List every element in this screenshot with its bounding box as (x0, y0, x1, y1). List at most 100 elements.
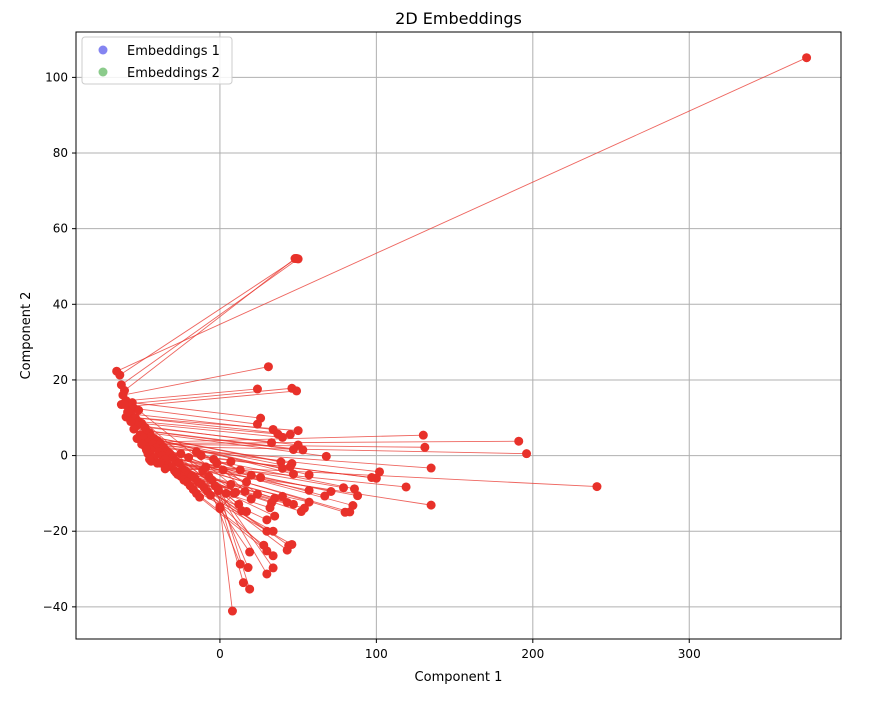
embeddings-1-point (141, 445, 151, 455)
embeddings-2-point (340, 507, 350, 517)
connection-line (207, 491, 268, 552)
connection-line (211, 479, 268, 575)
connection-line (121, 387, 292, 405)
connection-line (141, 422, 283, 438)
embeddings-2-point (263, 362, 273, 372)
embeddings-2-point (320, 491, 330, 501)
embeddings-2-point (288, 469, 298, 479)
legend: Embeddings 1 Embeddings 2 (81, 36, 233, 85)
embeddings-2-point (226, 479, 236, 489)
legend-marker-embeddings-2 (98, 67, 108, 77)
embeddings-1-point (126, 417, 136, 427)
embeddings-2-point (235, 465, 245, 475)
embeddings-1-point (191, 447, 201, 457)
embeddings-1-point (134, 405, 144, 415)
embeddings-2-point (246, 494, 256, 504)
embeddings-2-point (262, 546, 272, 556)
x-axis-label: Component 1 (415, 670, 503, 685)
connection-line (126, 388, 258, 402)
embeddings-2-point (420, 442, 430, 452)
embeddings-1-point (160, 464, 170, 474)
embeddings-2-point (418, 430, 428, 440)
connection-line (160, 440, 519, 444)
embeddings-2-point (268, 526, 278, 536)
embeddings-2-point (265, 503, 275, 513)
connection-line (144, 445, 527, 455)
plot-frame (75, 31, 842, 640)
legend-label-embeddings-2: Embeddings 2 (127, 66, 220, 81)
embeddings-1-point (171, 468, 181, 478)
legend-marker-embeddings-1 (98, 45, 108, 55)
embeddings-2-point (213, 486, 223, 496)
embeddings-1-point (209, 454, 219, 464)
embeddings-2-point (226, 457, 236, 467)
embeddings-2-point (293, 426, 303, 436)
y-axis-label: Component 2 (19, 292, 34, 380)
embeddings-2-point (278, 491, 288, 501)
connection-line (219, 506, 233, 612)
connection-line (124, 258, 296, 391)
embeddings-2-point (802, 53, 812, 63)
y-tick-label: 100 (45, 70, 68, 84)
embeddings-2-point (242, 507, 252, 517)
embeddings-1-point (129, 424, 139, 434)
legend-box (81, 36, 233, 85)
embeddings-2-point (267, 438, 277, 448)
embeddings-2-point (288, 499, 298, 509)
x-tick-label: 100 (365, 647, 388, 661)
connection-line (152, 443, 425, 448)
embeddings-2-point (262, 569, 272, 579)
connection-line (121, 258, 299, 386)
embeddings-2-point (298, 445, 308, 455)
embeddings-2-point (235, 559, 245, 569)
embeddings-2-point (288, 445, 298, 455)
y-tick-label: 40 (53, 297, 68, 311)
connection-line (133, 407, 258, 425)
connection-line (204, 487, 288, 551)
embeddings-2-point (221, 488, 231, 498)
embeddings-2-point (282, 545, 292, 555)
x-tick-label: 300 (678, 647, 701, 661)
connection-line (138, 421, 278, 435)
y-tick-label: −20 (43, 524, 68, 538)
embeddings-2-point (252, 419, 262, 429)
embeddings-2-point (256, 473, 266, 483)
embeddings-2-point (245, 547, 255, 557)
embeddings-2-point (240, 487, 250, 497)
embeddings-2-point (304, 497, 314, 507)
embeddings-2-point (299, 503, 309, 513)
axis-ticks-layer: 0 100 200 300 −40 −20 0 20 40 60 80 100 (43, 70, 701, 661)
embeddings-1-point (206, 490, 216, 500)
embeddings-2-point (326, 487, 336, 497)
connection-line (116, 57, 807, 372)
embeddings-2-point (270, 511, 280, 521)
embeddings-2-point (292, 386, 302, 396)
connection-line (122, 366, 269, 396)
embeddings-1-point (176, 449, 186, 459)
embeddings-2-point (304, 470, 314, 480)
points-layer (112, 53, 812, 616)
embeddings-2-point (514, 436, 524, 446)
connection-line (213, 459, 258, 495)
embeddings-2-point (229, 488, 239, 498)
embeddings-1-point (119, 400, 129, 410)
embeddings-2-point (218, 465, 228, 475)
embeddings-2-point (243, 563, 253, 573)
y-tick-label: 0 (60, 449, 68, 463)
embeddings-2-point (268, 563, 278, 573)
embeddings-1-point (201, 462, 211, 472)
embeddings-2-point (339, 483, 349, 493)
y-tick-label: 20 (53, 373, 68, 387)
embeddings-2-point (278, 432, 288, 442)
connection-line (135, 417, 291, 435)
embeddings-2-point (285, 429, 295, 439)
embeddings-1-point (123, 407, 133, 417)
embeddings-2-point (321, 451, 331, 461)
embeddings-2-point (278, 463, 288, 473)
embeddings-2-point (592, 482, 602, 492)
x-tick-label: 0 (216, 647, 224, 661)
embeddings-2-point (268, 551, 278, 561)
embeddings-2-point (426, 500, 436, 510)
